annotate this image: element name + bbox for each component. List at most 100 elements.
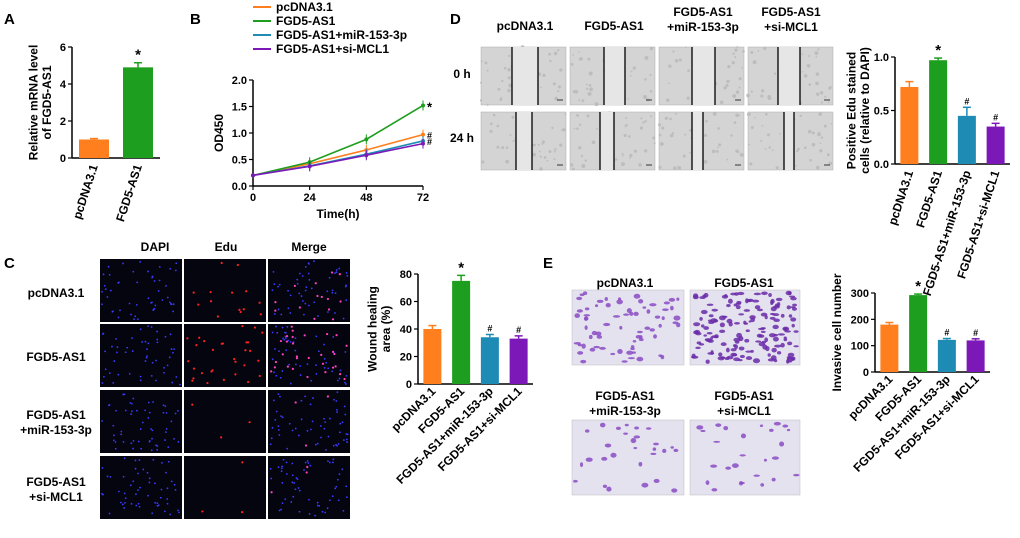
edu-nucleus	[248, 421, 251, 424]
cell-texture	[481, 160, 485, 164]
invaded-cell	[617, 348, 623, 355]
fluorescence-image	[184, 324, 266, 387]
invaded-cell	[581, 343, 586, 349]
y-tick-label: 0.0	[232, 181, 247, 193]
dapi-nucleus	[146, 355, 148, 358]
dapi-nucleus	[271, 358, 274, 361]
cell-texture	[557, 90, 560, 93]
dapi-nucleus	[332, 444, 335, 447]
dapi-nucleus	[102, 375, 105, 378]
cell-texture	[642, 121, 645, 124]
dapi-nucleus	[119, 309, 121, 312]
invaded-cell	[762, 344, 768, 350]
dapi-nucleus	[278, 350, 280, 353]
dapi-nucleus	[167, 446, 170, 449]
bar	[423, 329, 442, 384]
bar	[123, 67, 153, 158]
invaded-cell	[773, 421, 781, 426]
dapi-nucleus	[168, 356, 171, 359]
dapi-nucleus	[132, 447, 134, 450]
y-tick-label: 200	[851, 314, 869, 326]
invaded-cell	[772, 313, 780, 317]
cell-texture	[649, 90, 653, 93]
invaded-cell	[610, 452, 617, 458]
dapi-nucleus	[134, 315, 137, 318]
cell-texture	[819, 91, 824, 95]
wound-gap	[692, 47, 715, 105]
dapi-nucleus	[281, 370, 284, 372]
dapi-nucleus	[303, 313, 305, 316]
invaded-cell	[602, 484, 608, 488]
edu-nucleus	[326, 395, 330, 398]
cell-texture	[747, 112, 751, 116]
edu-nucleus	[338, 372, 342, 376]
y-tick-label: 0	[406, 379, 412, 391]
cell-texture	[734, 48, 738, 52]
edu-nucleus	[305, 471, 308, 474]
invaded-cell	[723, 425, 729, 431]
dapi-nucleus	[157, 290, 160, 292]
dapi-nucleus	[291, 429, 294, 432]
invaded-cell	[786, 428, 791, 432]
dapi-nucleus	[300, 418, 303, 421]
x-tick-label: FGD5-AS1	[913, 168, 945, 229]
invaded-cell	[670, 305, 674, 311]
dapi-nucleus	[102, 273, 105, 276]
cell-texture	[808, 55, 811, 57]
cell-texture	[664, 116, 669, 120]
dapi-nucleus	[284, 337, 287, 339]
invaded-cell	[589, 347, 596, 352]
significance-hash: #	[973, 328, 978, 338]
cell-texture	[507, 88, 511, 93]
dapi-nucleus	[156, 502, 159, 505]
invaded-cell	[576, 296, 583, 301]
edu-nucleus	[273, 366, 276, 369]
cell-texture	[672, 166, 677, 171]
dapi-nucleus	[148, 481, 151, 484]
cell-texture	[705, 119, 708, 123]
cell-texture	[490, 122, 493, 126]
cell-texture	[512, 139, 515, 143]
dapi-nucleus	[346, 274, 349, 277]
y-tick-label: 0	[863, 367, 869, 379]
dapi-nucleus	[323, 343, 325, 346]
edu-nucleus	[236, 263, 239, 267]
dapi-nucleus	[289, 294, 292, 297]
dapi-nucleus	[123, 506, 126, 509]
invaded-cell	[754, 305, 761, 310]
dapi-nucleus	[147, 342, 150, 345]
dapi-nucleus	[157, 504, 160, 507]
panel-d-col-sublabel: +miR-153-3p	[667, 20, 739, 34]
cell-texture	[678, 58, 682, 62]
invaded-cell	[753, 474, 760, 477]
dapi-nucleus	[133, 318, 135, 321]
dapi-nucleus	[308, 498, 310, 501]
cell-texture	[674, 59, 679, 63]
invaded-cell	[783, 336, 787, 339]
dapi-nucleus	[120, 430, 123, 433]
dapi-nucleus	[152, 458, 155, 461]
edu-nucleus	[338, 273, 341, 276]
panel-c-micrographs: DAPI Edu Merge pcDNA3.1 FGD5-AS1 FGD5-AS…	[20, 240, 350, 519]
panel-letter-e: E	[543, 255, 553, 272]
dapi-nucleus	[326, 311, 329, 313]
invaded-cell	[786, 359, 790, 364]
dapi-nucleus	[335, 409, 338, 411]
cell-texture	[480, 81, 483, 84]
dapi-nucleus	[289, 340, 292, 343]
dapi-nucleus	[285, 461, 288, 464]
panel-c-row-label: FGD5-AS1	[26, 475, 86, 489]
dapi-nucleus	[124, 497, 127, 500]
dapi-nucleus	[146, 471, 149, 474]
dapi-nucleus	[121, 503, 124, 506]
dapi-nucleus	[108, 273, 111, 276]
cell-texture	[815, 72, 820, 76]
invaded-cell	[755, 340, 762, 343]
cell-texture	[596, 127, 598, 130]
cell-texture	[775, 166, 779, 170]
cell-texture	[746, 93, 750, 98]
edu-nucleus	[192, 291, 195, 294]
invaded-cell	[733, 303, 738, 307]
dapi-nucleus	[146, 348, 148, 351]
